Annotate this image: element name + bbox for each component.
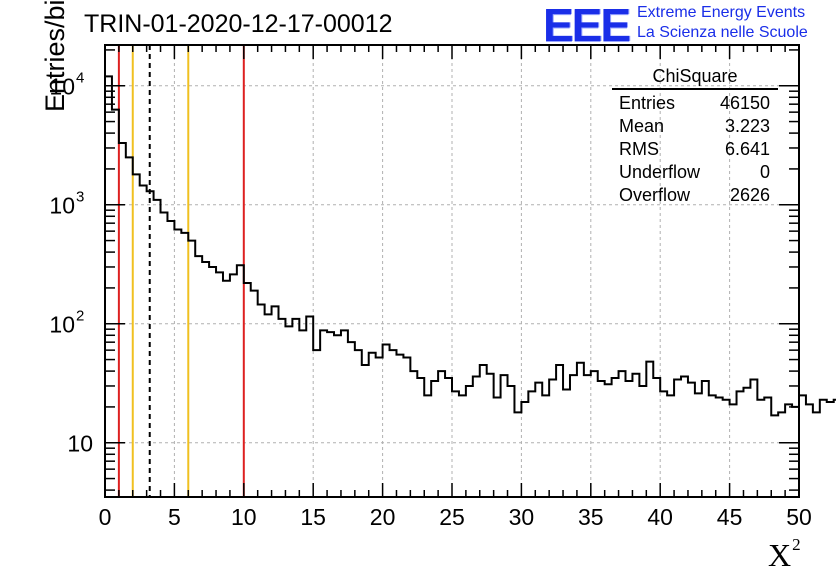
x-tick-label: 25 [439,504,465,530]
stats-value: 0 [759,162,770,182]
stats-label: Mean [619,116,665,136]
stats-value: 6.641 [724,139,770,159]
stats-row-rms: RMS 6.641 [612,138,778,161]
y-tick-label: 10 [49,193,75,219]
stats-row-entries: Entries 46150 [612,92,778,115]
y-tick-label-exponent: 2 [76,308,84,325]
histogram-series [104,75,836,497]
x-tick-label: 0 [99,504,112,530]
stats-label: Overflow [619,185,691,205]
marker-lines [117,45,245,497]
stats-value: 46150 [719,93,770,113]
x-tick-label: 45 [717,504,743,530]
y-tick-label-exponent: 4 [76,70,84,87]
x-axis-label-symbol: X [768,537,792,573]
x-tick-label: 40 [647,504,673,530]
stats-label: Entries [619,93,676,113]
stats-row-overflow: Overflow 2626 [612,184,778,207]
x-tick-label: 30 [509,504,535,530]
stats-title: ChiSquare [612,66,778,90]
stats-value: 3.223 [724,116,770,136]
x-tick-label: 35 [578,504,604,530]
stats-row-mean: Mean 3.223 [612,115,778,138]
y-tick-label: 10 [67,431,93,457]
grid-lines [105,45,799,497]
plot-frame [104,44,800,498]
x-tick-label: 20 [370,504,396,530]
x-tick-label: 50 [786,504,812,530]
eee-logo: EEE [543,0,631,51]
axis-ticks [104,45,800,497]
logo-line-1: Extreme Energy Events [637,4,806,21]
y-tick-label: 10 [49,312,75,338]
logo-line-2: La Scienza nelle Scuole [637,24,808,41]
stats-label: Underflow [619,162,701,182]
x-tick-label: 15 [300,504,326,530]
y-axis-label: Entries/bin [40,0,70,112]
x-axis-label-exponent: 2 [792,535,801,554]
y-axis-label-wrap: Entries/bin [4,0,70,572]
y-tick-label: 10 [49,74,75,100]
x-tick-label: 10 [231,504,257,530]
y-tick-label-exponent: 3 [76,189,84,206]
stats-row-underflow: Underflow 0 [612,161,778,184]
x-tick-labels: 0 5 10 15 20 25 30 35 40 45 50 [99,504,812,530]
stats-box: ChiSquare Entries 46150 Mean 3.223 RMS 6… [612,66,778,207]
x-tick-label: 5 [168,504,181,530]
x-axis-label: X2 [768,535,801,574]
plot-title: TRIN-01-2020-12-17-00012 [84,10,393,38]
stats-label: RMS [619,139,659,159]
stats-value: 2626 [729,185,770,205]
